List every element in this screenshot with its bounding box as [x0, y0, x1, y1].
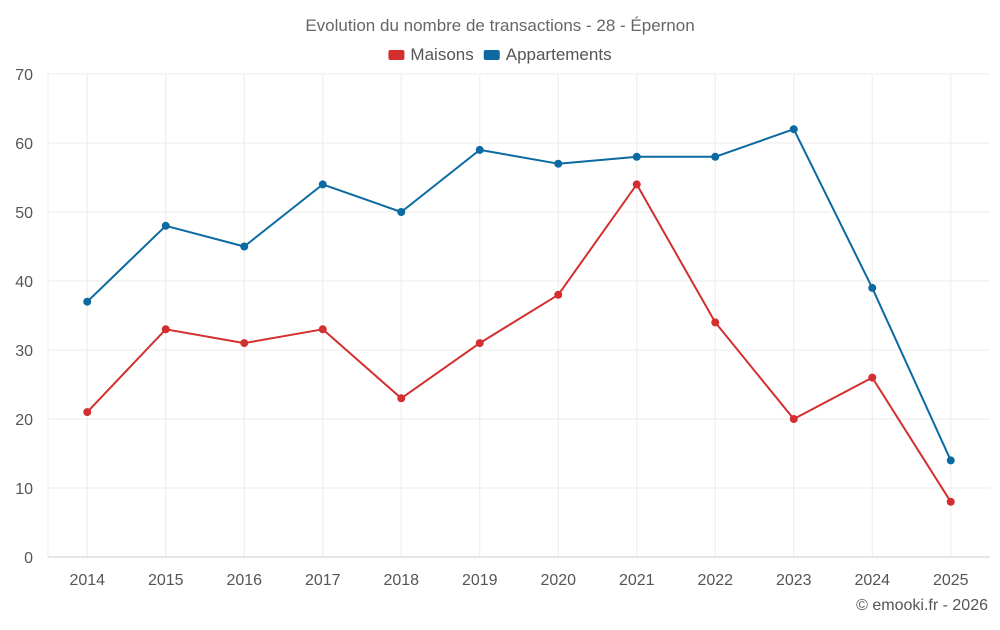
- x-tick-label: 2019: [462, 572, 498, 589]
- data-point-maisons[interactable]: [789, 415, 798, 423]
- data-point-appartements[interactable]: [711, 152, 720, 161]
- y-tick-label: 70: [15, 67, 33, 84]
- x-tick-label: 2014: [69, 572, 105, 589]
- data-point-maisons[interactable]: [946, 497, 955, 506]
- legend-item-appartements[interactable]: Appartements: [483, 45, 612, 64]
- series-line-appartements: [86, 128, 952, 461]
- grid: [48, 73, 990, 557]
- x-tick-label: 2023: [776, 572, 812, 589]
- x-tick-label: 2024: [854, 572, 890, 589]
- data-point-maisons[interactable]: [711, 318, 720, 327]
- data-point-appartements[interactable]: [789, 125, 798, 134]
- data-point-appartements[interactable]: [632, 152, 641, 161]
- data-point-maisons[interactable]: [475, 339, 484, 348]
- data-point-appartements[interactable]: [240, 242, 249, 251]
- chart-title: Evolution du nombre de transactions - 28…: [305, 16, 694, 35]
- data-point-appartements[interactable]: [868, 283, 877, 292]
- data-point-appartements[interactable]: [161, 221, 170, 230]
- data-point-maisons[interactable]: [397, 394, 406, 403]
- data-point-appartements[interactable]: [318, 180, 327, 189]
- legend-label: Maisons: [410, 45, 473, 64]
- data-point-maisons[interactable]: [161, 325, 170, 334]
- x-tick-label: 2022: [697, 572, 733, 589]
- y-tick-label: 40: [15, 274, 33, 291]
- legend-swatch: [483, 50, 500, 60]
- legend-swatch: [388, 50, 405, 60]
- y-tick-label: 60: [15, 136, 33, 153]
- y-tick-label: 10: [15, 481, 33, 498]
- data-point-appartements[interactable]: [946, 456, 955, 465]
- legend: Maisons Appartements: [388, 45, 612, 64]
- x-tick-label: 2025: [933, 572, 969, 589]
- y-tick-label: 0: [24, 550, 33, 567]
- data-point-appartements[interactable]: [397, 208, 406, 216]
- legend-label: Appartements: [506, 45, 612, 64]
- series-appartements: [83, 125, 955, 465]
- data-point-appartements[interactable]: [83, 297, 92, 306]
- data-point-maisons[interactable]: [632, 180, 641, 189]
- data-point-appartements[interactable]: [554, 159, 563, 168]
- data-point-maisons[interactable]: [868, 373, 877, 382]
- y-tick-label: 30: [15, 343, 33, 360]
- x-tick-label: 2015: [148, 572, 184, 589]
- x-tick-label: 2018: [383, 572, 419, 589]
- x-tick-label: 2016: [226, 572, 262, 589]
- data-point-maisons[interactable]: [554, 290, 563, 299]
- y-tick-label: 50: [15, 205, 33, 222]
- series-group: [83, 125, 955, 506]
- data-point-appartements[interactable]: [475, 145, 484, 154]
- data-point-maisons[interactable]: [240, 339, 249, 348]
- y-tick-label: 20: [15, 412, 33, 429]
- series-line-maisons: [86, 183, 952, 503]
- x-tick-label: 2021: [619, 572, 655, 589]
- x-tick-label: 2020: [540, 572, 576, 589]
- x-tick-label: 2017: [305, 572, 341, 589]
- data-point-maisons[interactable]: [83, 408, 92, 417]
- series-maisons: [83, 180, 955, 506]
- credit-text: © emooki.fr - 2026: [856, 597, 988, 614]
- legend-item-maisons[interactable]: Maisons: [388, 45, 474, 64]
- axes: 0 10 20 30 40 50 60 70 2014 2015 2016 2017 2018 2019 2…: [15, 67, 990, 589]
- data-point-maisons[interactable]: [318, 325, 327, 334]
